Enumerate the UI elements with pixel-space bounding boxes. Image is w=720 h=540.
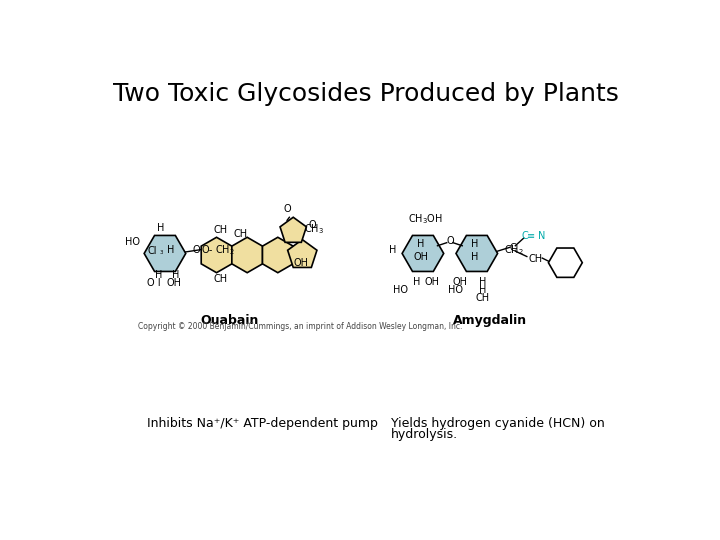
Text: HO: HO bbox=[125, 237, 140, 247]
Text: CH: CH bbox=[476, 293, 490, 303]
Text: C: C bbox=[510, 243, 516, 253]
Polygon shape bbox=[456, 235, 498, 272]
Text: OH: OH bbox=[453, 278, 467, 287]
Text: $_3$: $_3$ bbox=[159, 248, 164, 257]
Text: O: O bbox=[309, 220, 316, 230]
Text: Amygdalin: Amygdalin bbox=[453, 314, 527, 327]
Text: H: H bbox=[480, 278, 487, 287]
Polygon shape bbox=[144, 235, 186, 272]
Text: Inhibits Na⁺/K⁺ ATP-dependent pump: Inhibits Na⁺/K⁺ ATP-dependent pump bbox=[148, 417, 378, 430]
Text: hydrolysis.: hydrolysis. bbox=[390, 428, 458, 441]
Text: C: C bbox=[521, 231, 528, 241]
Text: Yields hydrogen cyanide (HCN) on: Yields hydrogen cyanide (HCN) on bbox=[390, 417, 604, 430]
Text: CH$_3$: CH$_3$ bbox=[304, 222, 324, 236]
Text: H: H bbox=[480, 285, 487, 295]
Text: Cl: Cl bbox=[147, 246, 157, 256]
Text: N: N bbox=[538, 231, 545, 241]
Text: H: H bbox=[389, 245, 396, 254]
Text: O: O bbox=[446, 236, 454, 246]
Text: HO: HO bbox=[448, 285, 463, 295]
Text: H: H bbox=[413, 278, 420, 287]
Text: ≡: ≡ bbox=[528, 231, 536, 241]
Text: H: H bbox=[167, 245, 175, 255]
Text: OH: OH bbox=[294, 258, 309, 268]
Text: Ouabain: Ouabain bbox=[201, 314, 259, 327]
Polygon shape bbox=[263, 237, 293, 273]
Text: H: H bbox=[155, 271, 163, 280]
Text: OH: OH bbox=[413, 252, 428, 261]
Text: O-: O- bbox=[202, 245, 212, 255]
Text: OH: OH bbox=[425, 278, 440, 287]
Polygon shape bbox=[549, 248, 582, 278]
Polygon shape bbox=[280, 217, 307, 242]
Text: CH: CH bbox=[213, 225, 228, 235]
Text: H: H bbox=[471, 239, 478, 249]
Text: CH: CH bbox=[528, 254, 542, 264]
Text: Copyright © 2000 Benjamin/Cummings, an imprint of Addison Wesley Longman, Inc.: Copyright © 2000 Benjamin/Cummings, an i… bbox=[138, 322, 462, 331]
Polygon shape bbox=[232, 237, 263, 273]
Polygon shape bbox=[288, 240, 317, 267]
Text: CH$_3$OH: CH$_3$OH bbox=[408, 213, 443, 226]
Text: CH: CH bbox=[213, 274, 228, 284]
Text: H: H bbox=[172, 271, 179, 280]
Text: OH: OH bbox=[167, 278, 181, 288]
Text: H: H bbox=[471, 252, 478, 261]
Text: HO: HO bbox=[392, 285, 408, 295]
Text: CH$_2$: CH$_2$ bbox=[215, 244, 235, 257]
Text: Two Toxic Glycosides Produced by Plants: Two Toxic Glycosides Produced by Plants bbox=[113, 82, 619, 106]
Text: O: O bbox=[283, 204, 291, 214]
Text: CH$_2$: CH$_2$ bbox=[504, 242, 523, 256]
Text: H: H bbox=[158, 222, 165, 233]
Polygon shape bbox=[201, 237, 232, 273]
Text: O I: O I bbox=[148, 278, 161, 288]
Polygon shape bbox=[402, 235, 444, 272]
Text: O: O bbox=[193, 245, 200, 254]
Text: H: H bbox=[417, 239, 424, 249]
Text: CH: CH bbox=[234, 229, 248, 239]
